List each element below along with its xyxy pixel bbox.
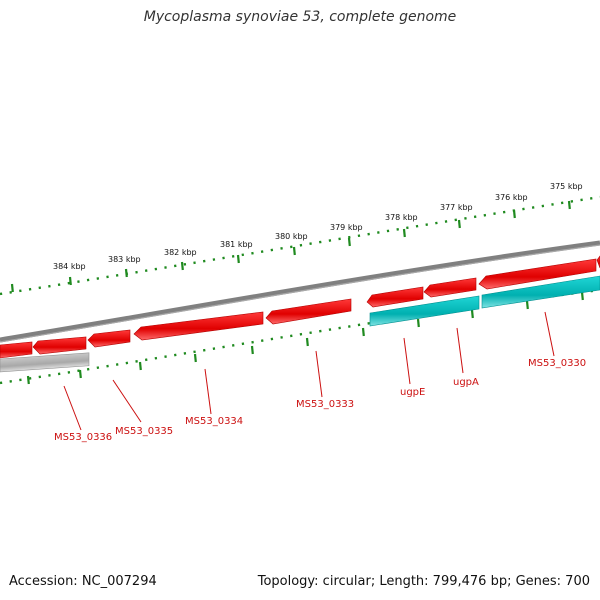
tick-label-382: 382 kbp [164, 248, 197, 257]
tick-ring-outer [0, 195, 600, 296]
major-tick-mark [180, 261, 184, 271]
tick-label-375: 375 kbp [550, 182, 583, 191]
gene-arrow[interactable] [265, 298, 352, 325]
major-tick-mark [124, 268, 128, 278]
gene-arrow[interactable] [478, 258, 597, 290]
gene-label-ms53-0334[interactable]: MS53_0334 [185, 416, 243, 427]
genome-title: Mycoplasma synoviae 53, complete genome [143, 9, 457, 25]
tick-label-384: 384 kbp [53, 262, 86, 271]
tick-label-380: 380 kbp [275, 232, 308, 241]
gene-teal[interactable] [369, 295, 480, 327]
inner-tick-mark [78, 369, 82, 379]
inner-tick-mark [250, 345, 254, 355]
tick-label-381: 381 kbp [220, 240, 253, 249]
gene-teal[interactable] [481, 275, 600, 309]
major-ticks [10, 200, 584, 385]
gene-arrow[interactable] [423, 277, 477, 298]
tick-label-377: 377 kbp [440, 203, 473, 212]
gene-arrow[interactable] [87, 329, 131, 348]
major-tick-mark [457, 219, 461, 229]
gene-arrow[interactable] [366, 286, 424, 308]
gene-label-ms53-0335[interactable]: MS53_0335 [115, 426, 173, 437]
gene-arrow[interactable] [32, 336, 87, 355]
gene-label-ms53-0330[interactable]: MS53_0330 [528, 358, 586, 369]
inner-tick-mark [416, 318, 420, 328]
inner-tick-mark [26, 375, 30, 385]
inner-tick-mark [470, 309, 474, 319]
major-tick-mark [347, 237, 351, 247]
major-tick-mark [292, 246, 296, 256]
gene-label-ms53-0336[interactable]: MS53_0336 [54, 432, 112, 443]
inner-tick-mark [361, 327, 365, 337]
gene-track-upper [0, 255, 600, 359]
tick-label-383: 383 kbp [108, 255, 141, 264]
gene-arrow[interactable] [133, 311, 264, 341]
inner-tick-mark [525, 300, 529, 310]
gene-arrow[interactable] [0, 341, 33, 359]
genome-summary-text: Topology: circular; Length: 799,476 bp; … [257, 574, 590, 589]
genome-backbone [0, 240, 600, 343]
inner-tick-mark [193, 353, 197, 363]
major-tick-mark [567, 200, 571, 210]
inner-tick-mark [305, 337, 309, 347]
accession-text: Accession: NC_007294 [9, 574, 157, 589]
major-tick-mark [10, 283, 14, 293]
gene-track-lower [0, 275, 600, 373]
gene-arrow[interactable] [596, 255, 600, 269]
major-tick-mark [512, 209, 516, 219]
gene-gray[interactable] [0, 352, 90, 373]
gene-leader-lines [63, 311, 555, 431]
gene-label-ugpa[interactable]: ugpA [453, 377, 479, 388]
inner-tick-mark [138, 361, 142, 371]
tick-label-379: 379 kbp [330, 223, 363, 232]
gene-label-ugpe[interactable]: ugpE [400, 387, 425, 398]
gene-label-ms53-0333[interactable]: MS53_0333 [296, 399, 354, 410]
tick-label-378: 378 kbp [385, 213, 418, 222]
major-tick-mark [236, 254, 240, 264]
genome-backbone-highlight [0, 244, 600, 343]
major-tick-mark [68, 276, 72, 286]
major-tick-mark [402, 228, 406, 238]
tick-label-376: 376 kbp [495, 193, 528, 202]
